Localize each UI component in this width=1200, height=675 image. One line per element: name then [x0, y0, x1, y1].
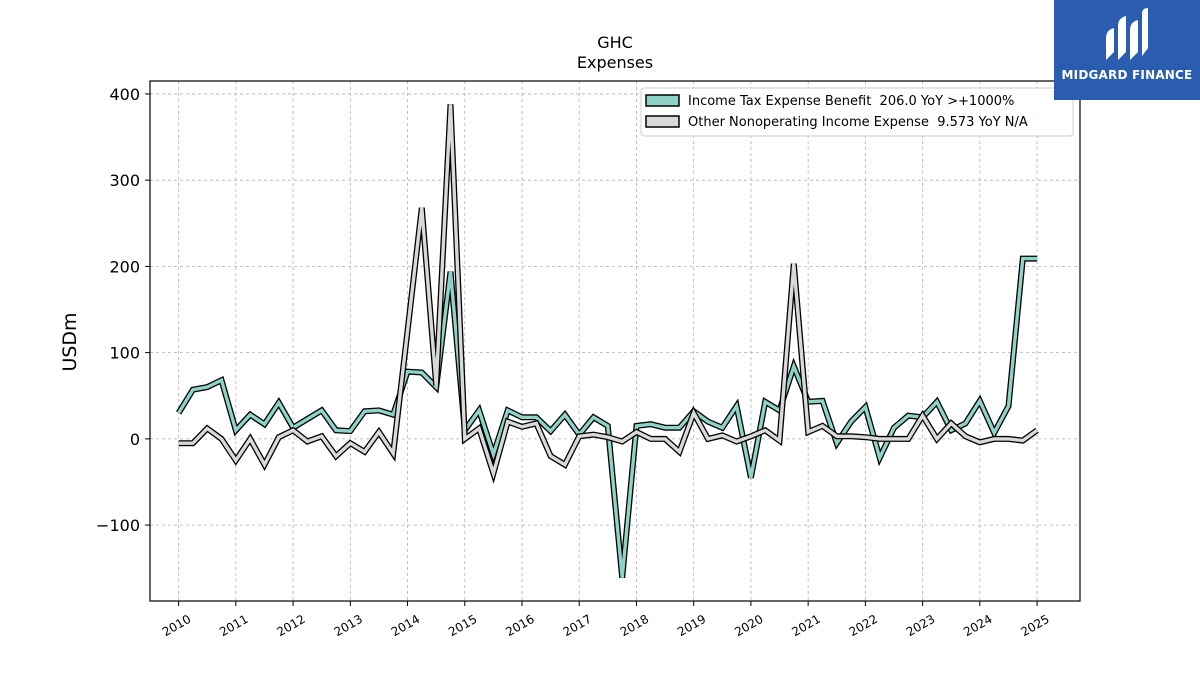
legend: Income Tax Expense Benefit 206.0 YoY >+1…: [640, 87, 1074, 137]
midgard-logo-icon: [1106, 8, 1148, 60]
y-axis-label: USDm: [59, 312, 81, 371]
x-tick-label: 2019: [675, 612, 708, 639]
chart-subtitle: Expenses: [577, 53, 653, 72]
y-tick-label: −100: [96, 516, 140, 535]
series-0-line: [177, 256, 1038, 578]
x-tick-label: 2016: [503, 612, 536, 639]
x-tick-label: 2024: [961, 612, 994, 639]
x-tick-label: 2022: [847, 612, 880, 639]
x-tick-label: 2012: [274, 612, 307, 639]
y-tick-label: 0: [130, 430, 140, 449]
grid: [150, 81, 1080, 601]
axes: 2010 2011 2012 2013 2014 2015 2016 2017 2018 2019…: [96, 85, 1052, 639]
x-tick-label: 2015: [446, 612, 479, 639]
x-tick-label: 2023: [904, 612, 937, 639]
x-tick-label: 2014: [389, 612, 422, 639]
y-tick-label: 300: [109, 171, 140, 190]
x-tick-label: 2013: [332, 612, 365, 639]
y-tick-label: 400: [109, 85, 140, 104]
x-tick-label: 2025: [1018, 612, 1051, 639]
chart-title: GHC: [597, 33, 633, 52]
y-tick-label: 100: [109, 344, 140, 363]
plot-frame: [149, 80, 1081, 602]
series-lines: [176, 104, 1039, 578]
x-tick-label: 2020: [732, 612, 765, 639]
series-1-line: [178, 104, 1039, 480]
brand-logo: MIDGARD FINANCE: [1054, 0, 1200, 100]
legend-label: Other Nonoperating Income Expense 9.573 …: [688, 115, 1028, 130]
brand-name: MIDGARD FINANCE: [1061, 68, 1193, 82]
legend-swatch: [645, 94, 680, 107]
x-tick-label: 2021: [789, 612, 822, 639]
x-tick-label: 2010: [160, 612, 193, 639]
x-tick-label: 2011: [217, 612, 250, 639]
x-tick-label: 2017: [561, 612, 594, 639]
legend-box: [640, 87, 1074, 137]
y-tick-label: 200: [109, 257, 140, 276]
legend-label: Income Tax Expense Benefit 206.0 YoY >+1…: [688, 94, 1014, 109]
legend-swatch: [645, 115, 680, 128]
x-tick-label: 2018: [618, 612, 651, 639]
